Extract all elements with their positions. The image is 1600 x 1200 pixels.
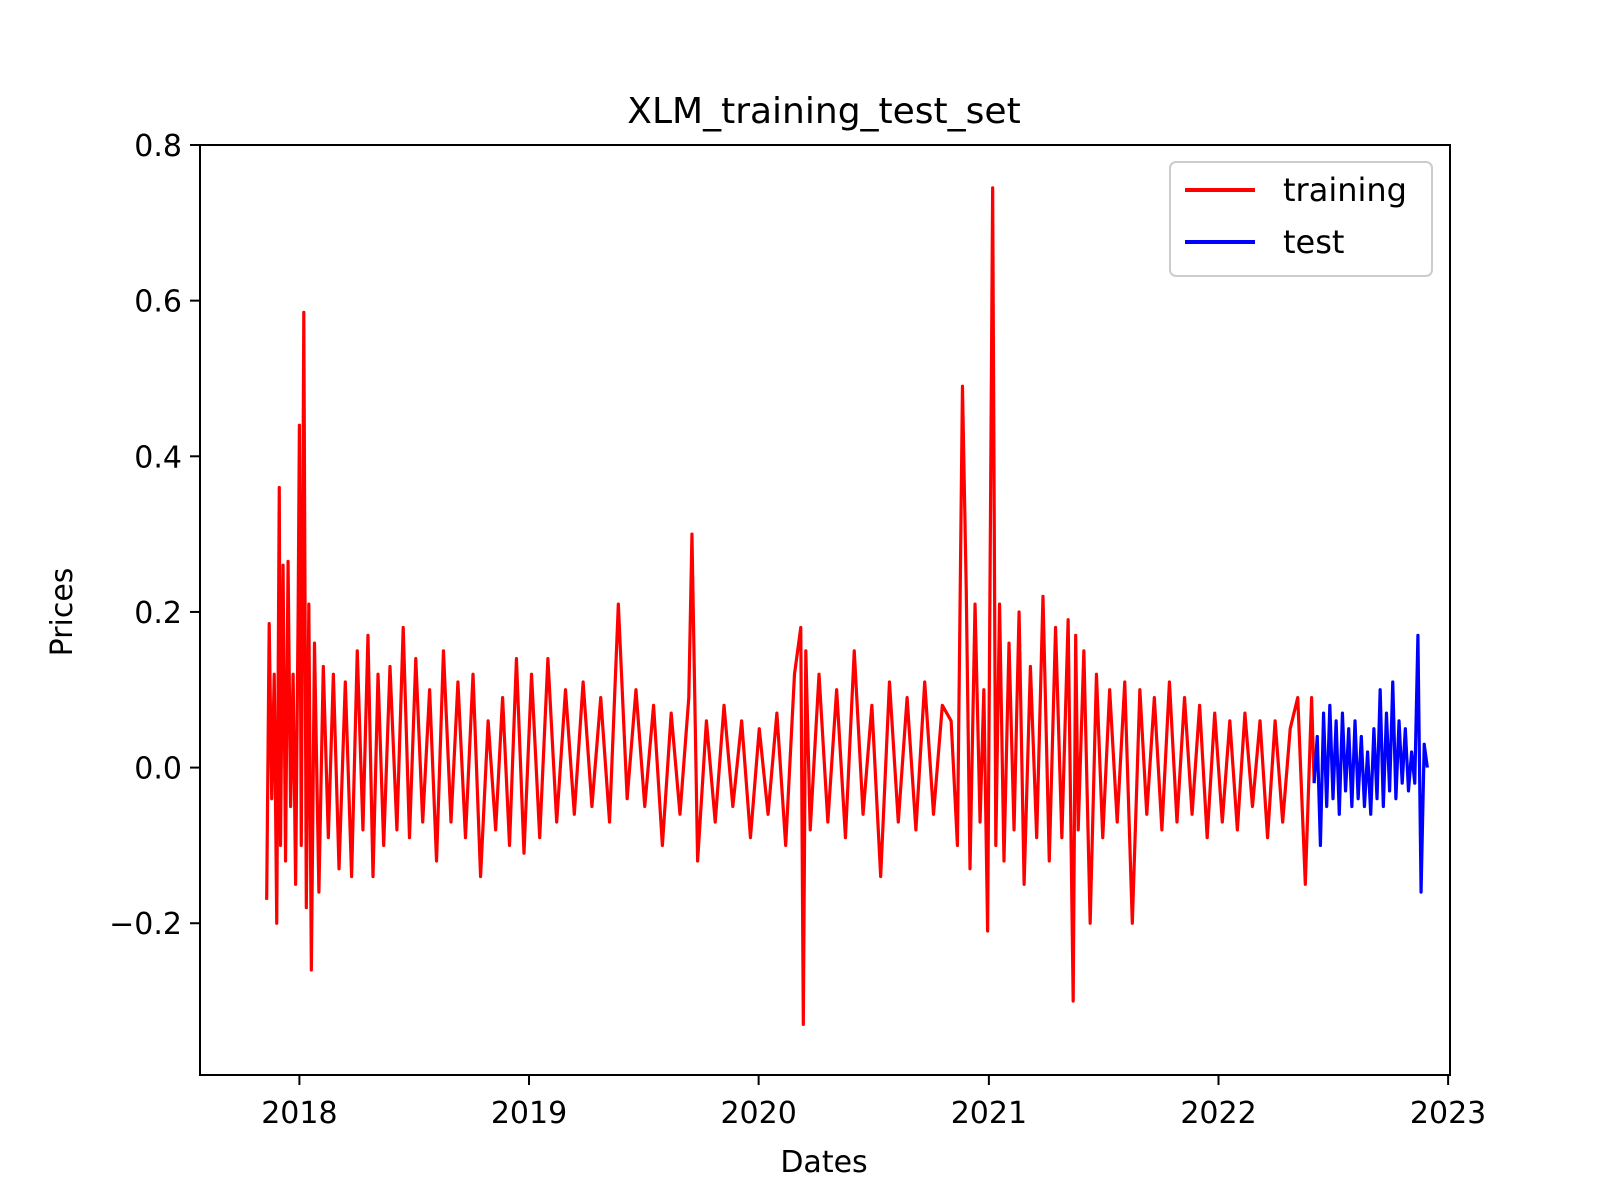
y-axis: −0.2 0.0 0.2 0.4 0.6 0.8	[109, 129, 200, 942]
x-tick-label: 2023	[1410, 1096, 1486, 1131]
chart-title: XLM_training_test_set	[627, 91, 1020, 132]
plot-frame	[199, 144, 1451, 1076]
x-tick-label: 2021	[951, 1096, 1027, 1131]
x-tick-label: 2020	[720, 1096, 796, 1131]
series-line-training	[265, 186, 1316, 1027]
y-tick-label: −0.2	[109, 907, 182, 942]
x-tick-label: 2022	[1180, 1096, 1256, 1131]
y-tick-label: 0.4	[134, 440, 182, 475]
legend: training test	[1169, 161, 1433, 277]
x-tick-label: 2019	[491, 1096, 567, 1131]
legend-label-test: test	[1283, 223, 1344, 261]
plot-area	[199, 144, 1451, 1076]
y-tick-label: 0.0	[134, 752, 182, 787]
series-layer	[265, 186, 1429, 1027]
y-tick-label: 0.8	[134, 129, 182, 164]
y-axis-label: Prices	[45, 568, 80, 657]
y-tick-label: 0.2	[134, 596, 182, 631]
x-tick-label: 2018	[261, 1096, 337, 1131]
x-axis-label: Dates	[780, 1145, 867, 1180]
y-tick-label: 0.6	[134, 285, 182, 320]
legend-label-training: training	[1283, 171, 1407, 209]
series-line-test	[1312, 633, 1429, 894]
x-axis: 2018 2019 2020 2021 2022 2023	[261, 1075, 1486, 1131]
